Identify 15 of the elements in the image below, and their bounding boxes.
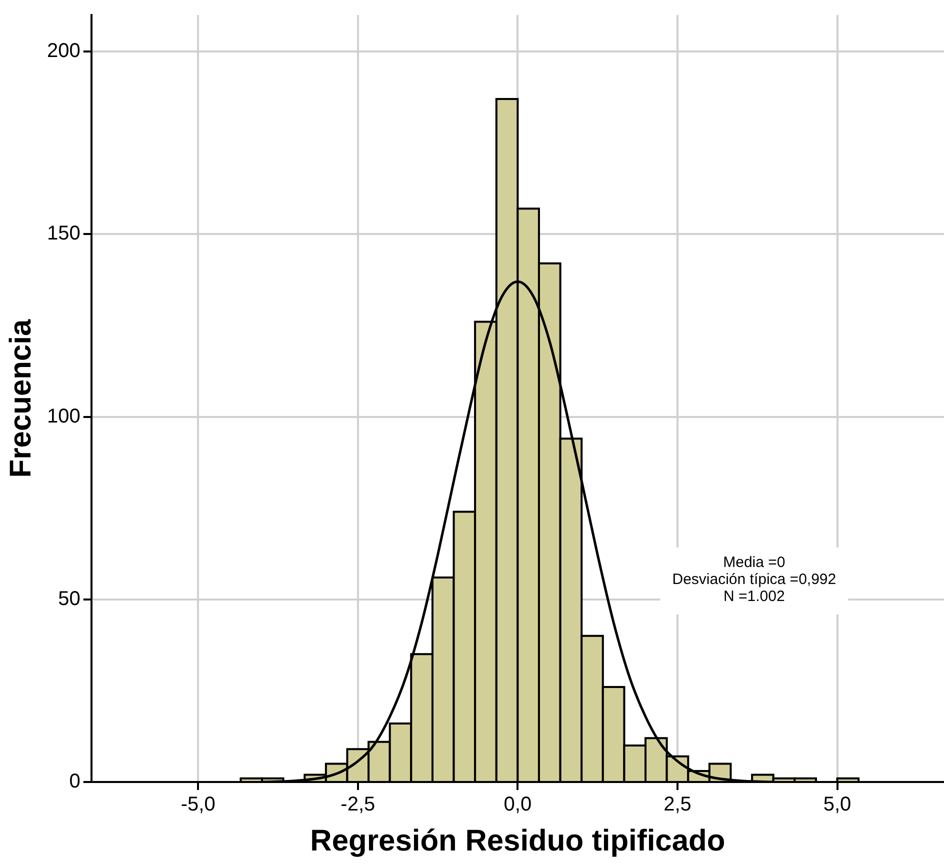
x-tick-label: 2,5 — [664, 794, 692, 816]
annotation: Media =0 — [723, 554, 786, 572]
annotation: Desviación típica =0,992 — [672, 571, 836, 588]
annotation: N =1.002 — [724, 588, 785, 606]
y-axis-title: Frecuencia — [4, 318, 38, 478]
y-tick-label: 200 — [46, 40, 80, 62]
x-axis-title: Regresión Residuo tipificado — [310, 824, 726, 858]
y-tick-label: 50 — [58, 588, 80, 610]
x-tick-label: -5,0 — [180, 794, 216, 816]
y-tick-label: 150 — [46, 222, 80, 245]
x-tick-label: -2,5 — [340, 794, 376, 816]
x-tick-label: 0,0 — [504, 794, 532, 816]
y-tick-label: 0 — [69, 770, 80, 793]
y-tick-label: 100 — [46, 405, 80, 428]
x-tick-label: 5,0 — [823, 794, 852, 816]
